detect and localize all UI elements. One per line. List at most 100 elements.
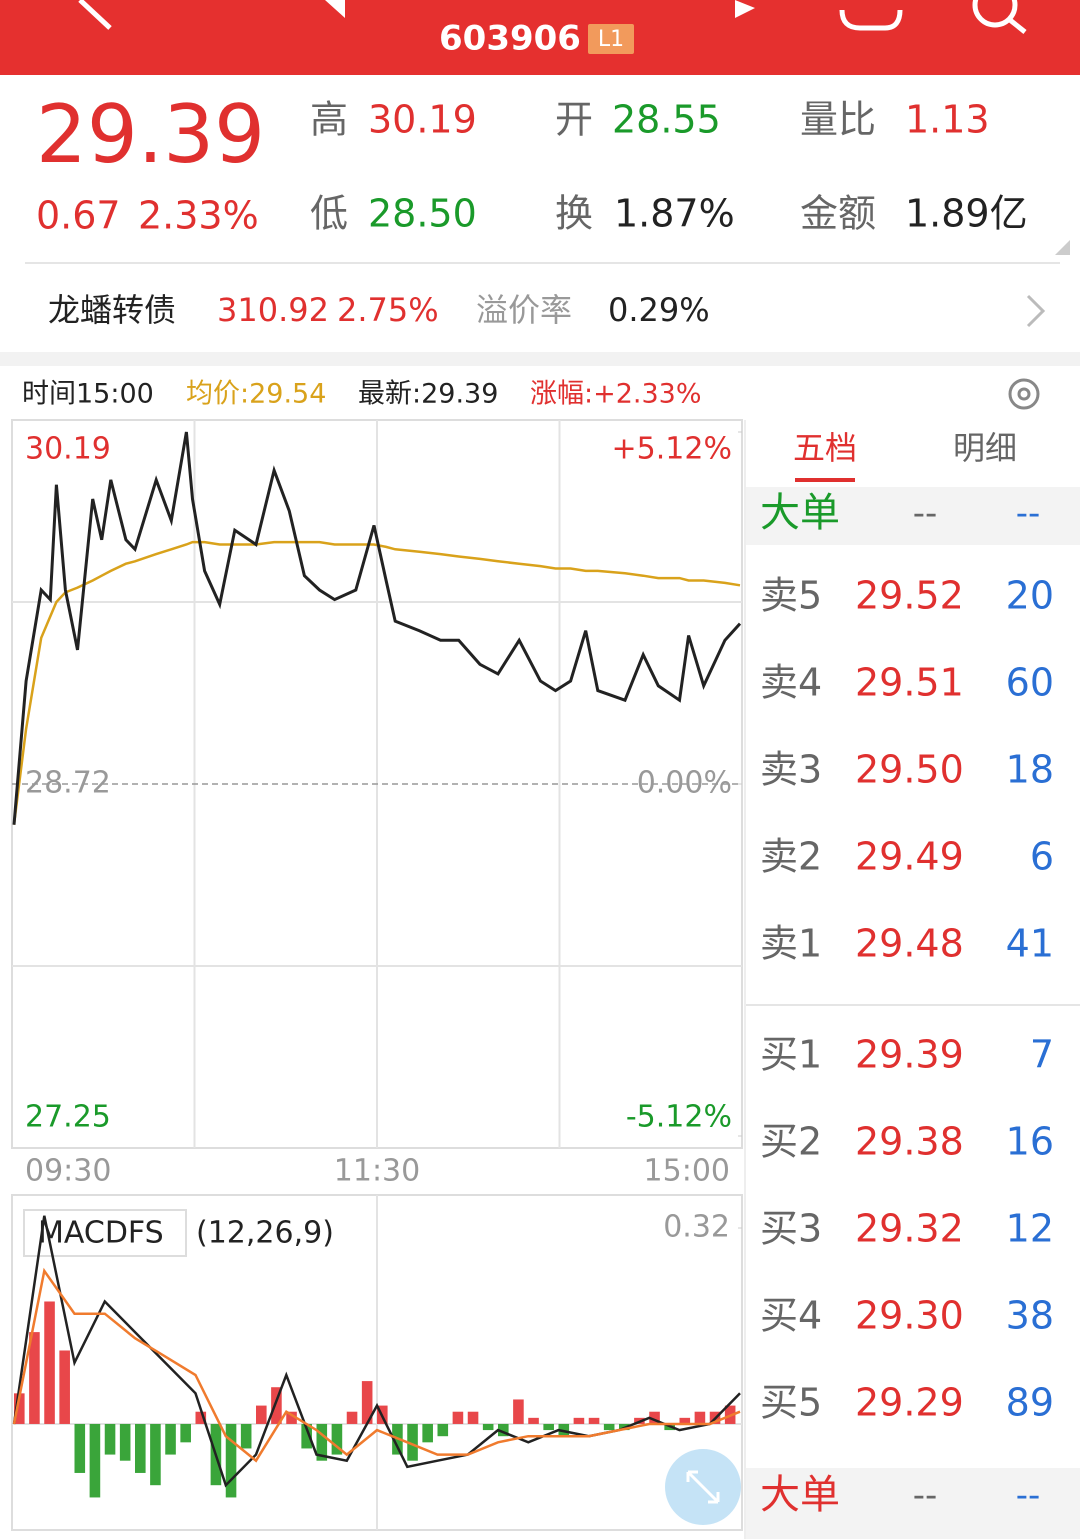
book-price: 29.49 <box>855 835 964 879</box>
macd-bar <box>694 1411 706 1424</box>
tab-active: 五档 <box>793 429 857 467</box>
prev-stock[interactable] <box>325 0 345 18</box>
macd-bar <box>422 1423 433 1443</box>
macd-bar <box>301 1423 312 1449</box>
section-gap <box>0 352 1080 366</box>
next-stock[interactable] <box>735 0 755 18</box>
quote-label: 开 <box>555 98 593 142</box>
macd-bar <box>44 1301 55 1424</box>
search-icon[interactable] <box>972 0 1018 28</box>
quote-label: 金额 <box>800 192 876 236</box>
level-badge-text: L1 <box>598 27 624 52</box>
level-badge <box>588 24 634 54</box>
tab: 明细 <box>953 429 1017 467</box>
book-level: 卖5 <box>760 574 822 618</box>
big-order-value: -- <box>913 494 938 534</box>
book-volume: 7 <box>1030 1033 1054 1077</box>
book-price: 29.32 <box>855 1207 964 1251</box>
fullscreen-icon <box>686 1470 720 1504</box>
quote-label: 量比 <box>800 98 876 142</box>
big-order-value: -- <box>1016 494 1041 534</box>
quote-value: 1.13 <box>905 98 990 142</box>
x-tick-label: 09:30 <box>25 1154 111 1189</box>
settings-icon[interactable] <box>1008 378 1040 410</box>
macd-bar <box>316 1423 328 1461</box>
stock-code: 603906 <box>439 19 581 59</box>
y2-tick-label: +5.12% <box>612 432 732 467</box>
big-order-label: 大单 <box>760 490 840 536</box>
content: 603906 L1 29.39 0.67 2.33% 高 30.19 开 28.55 量比 1.13… <box>12 19 1054 1530</box>
quote-value: 1.89亿 <box>905 192 1028 236</box>
macd-bar <box>256 1405 267 1424</box>
macd-bar <box>679 1417 691 1424</box>
book-level: 买3 <box>760 1207 822 1251</box>
book-volume: 18 <box>1006 748 1054 792</box>
book-volume: 60 <box>1006 661 1054 705</box>
macd-bar <box>240 1423 252 1449</box>
info-item: 涨幅:+2.33% <box>530 379 702 410</box>
x-tick-label: 11:30 <box>334 1154 420 1189</box>
expand-corner[interactable] <box>1055 240 1070 255</box>
book-volume: 41 <box>1006 922 1054 966</box>
quote-label: 低 <box>310 192 348 236</box>
change: 0.67 <box>36 194 121 238</box>
indicator-params: (12,26,9) <box>196 1216 334 1251</box>
y-tick-label: 30.19 <box>25 432 111 467</box>
info-item: 时间15:00 <box>22 379 154 410</box>
macd-bar <box>135 1423 146 1473</box>
macd-bar <box>271 1387 282 1424</box>
macd-bar <box>588 1417 600 1424</box>
bond-chevron[interactable] <box>1026 294 1046 328</box>
macd-bar <box>104 1423 116 1455</box>
settings-icon-core <box>1017 387 1031 401</box>
book-price: 29.48 <box>855 922 964 966</box>
macd-bar <box>437 1423 449 1437</box>
book-volume: 38 <box>1006 1294 1054 1338</box>
info-item: 均价:29.54 <box>186 379 326 410</box>
book-volume: 12 <box>1006 1207 1054 1251</box>
indicator-title: MACDFS <box>38 1216 164 1251</box>
book-level: 买4 <box>760 1294 822 1338</box>
book-price: 29.50 <box>855 748 964 792</box>
macd-bar <box>513 1399 524 1424</box>
macd-bar <box>528 1417 539 1424</box>
macd-bar <box>649 1411 660 1424</box>
book-level: 卖4 <box>760 661 822 705</box>
book-level: 买2 <box>760 1120 822 1164</box>
last-price: 29.39 <box>36 88 265 181</box>
macd-bar <box>498 1423 509 1437</box>
book-level: 卖3 <box>760 748 822 792</box>
macd-bar <box>543 1423 554 1431</box>
big-order-value: -- <box>1016 1476 1041 1516</box>
macd-bar <box>452 1411 464 1424</box>
x-tick-label: 15:00 <box>644 1154 730 1189</box>
macd-bar <box>225 1423 237 1498</box>
y-tick-label: 28.72 <box>25 766 111 801</box>
quote-value: 30.19 <box>368 98 477 142</box>
macd-bar <box>361 1381 373 1424</box>
series-line <box>12 540 741 825</box>
macd-bar <box>119 1423 131 1461</box>
quote-value: 1.87% <box>614 192 735 236</box>
book-level: 买5 <box>760 1381 822 1425</box>
macd-bar <box>89 1423 101 1498</box>
big-order-value: -- <box>913 1476 938 1516</box>
macd-bar <box>150 1423 161 1486</box>
macd-bar <box>603 1423 615 1431</box>
macd-bar <box>573 1417 585 1424</box>
info-item: 最新:29.39 <box>358 379 498 410</box>
macd-bar <box>407 1423 418 1461</box>
book-level: 卖2 <box>760 835 822 879</box>
macd-bar <box>59 1350 70 1424</box>
macd-bar <box>180 1423 191 1443</box>
book-price: 29.39 <box>855 1033 964 1077</box>
chat-icon[interactable] <box>839 9 903 31</box>
book-price: 29.30 <box>855 1294 964 1338</box>
quote-label: 高 <box>310 98 348 142</box>
macd-bar <box>346 1411 358 1424</box>
quote-label: 换 <box>555 192 593 236</box>
book-level: 卖1 <box>760 922 822 966</box>
book-level: 买1 <box>760 1033 822 1077</box>
back-button[interactable] <box>78 0 112 30</box>
